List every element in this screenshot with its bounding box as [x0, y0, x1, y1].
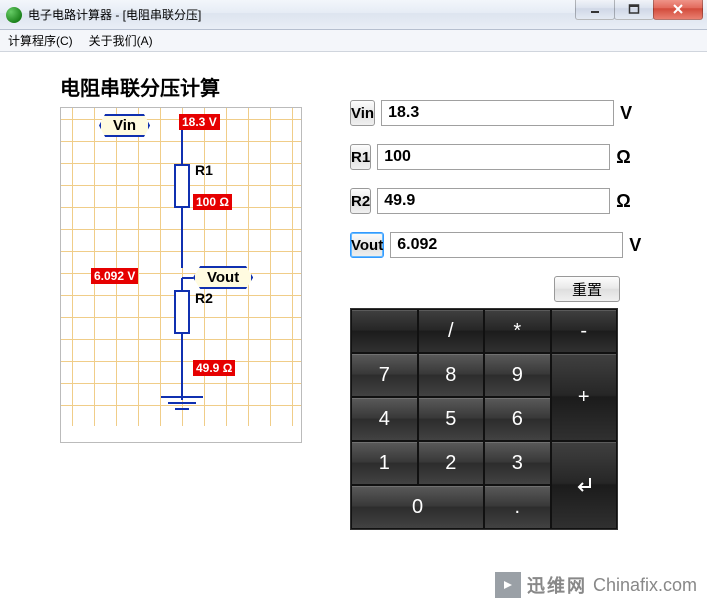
wire	[181, 278, 183, 290]
vin-unit: V	[620, 103, 632, 124]
resistor-r2	[174, 290, 190, 334]
key-divide[interactable]: /	[418, 309, 485, 353]
vout-unit: V	[629, 235, 641, 256]
menu-calc[interactable]: 计算程序(C)	[4, 30, 77, 51]
wire	[181, 346, 183, 400]
page-title: 电阻串联分压计算	[60, 72, 320, 101]
key-6[interactable]: 6	[484, 397, 551, 441]
app-icon	[6, 7, 22, 23]
key-subtract[interactable]: -	[551, 309, 618, 353]
maximize-button[interactable]	[614, 0, 654, 20]
wire	[181, 208, 183, 268]
r1-button[interactable]: R1	[350, 144, 371, 170]
vout-value-badge: 6.092 V	[91, 268, 138, 284]
reset-row: 重置	[350, 276, 620, 302]
key-1[interactable]: 1	[351, 441, 418, 485]
key-9[interactable]: 9	[484, 353, 551, 397]
vin-value-badge: 18.3 V	[179, 114, 220, 130]
minimize-button[interactable]	[575, 0, 615, 20]
r2-value-badge: 49.9 Ω	[193, 360, 235, 376]
key-enter[interactable]	[551, 441, 618, 529]
r2-unit: Ω	[616, 191, 630, 212]
keypad: / * - 7 8 9 + 4 5 6 1 2 3 0 .	[350, 308, 618, 530]
r1-label: R1	[195, 162, 213, 178]
circuit-diagram: Vin Vout 18.3 V 100 Ω 6.092 V 49.9 Ω R1 …	[60, 107, 302, 443]
key-8[interactable]: 8	[418, 353, 485, 397]
field-row-r1: R1 Ω	[350, 144, 620, 170]
key-multiply[interactable]: *	[484, 309, 551, 353]
vin-input[interactable]	[381, 100, 614, 126]
r2-button[interactable]: R2	[350, 188, 371, 214]
key-dot[interactable]: .	[484, 485, 551, 529]
key-add[interactable]: +	[551, 353, 618, 441]
key-5[interactable]: 5	[418, 397, 485, 441]
key-blank[interactable]	[351, 309, 418, 353]
window-controls	[576, 0, 703, 20]
resistor-r1	[174, 164, 190, 208]
ground-symbol	[161, 396, 203, 416]
r1-unit: Ω	[616, 147, 630, 168]
menu-about[interactable]: 关于我们(A)	[85, 30, 157, 51]
field-row-vout: Vout V	[350, 232, 620, 258]
vout-input[interactable]	[390, 232, 623, 258]
r2-input[interactable]	[377, 188, 610, 214]
key-4[interactable]: 4	[351, 397, 418, 441]
vout-button[interactable]: Vout	[350, 232, 384, 258]
watermark-icon	[495, 572, 521, 598]
vout-node-label: Vout	[193, 266, 253, 289]
watermark-cn: 迅维网	[527, 572, 587, 598]
reset-button[interactable]: 重置	[554, 276, 620, 302]
field-row-r2: R2 Ω	[350, 188, 620, 214]
key-0[interactable]: 0	[351, 485, 484, 529]
close-button[interactable]	[653, 0, 703, 20]
r1-value-badge: 100 Ω	[193, 194, 232, 210]
watermark-en: Chinafix.com	[593, 575, 697, 596]
key-2[interactable]: 2	[418, 441, 485, 485]
left-column: 电阻串联分压计算 Vin Vout 18.3 V 10	[60, 72, 320, 443]
right-column: Vin V R1 Ω R2 Ω Vout V 重置 / * - 7	[350, 72, 620, 530]
key-3[interactable]: 3	[484, 441, 551, 485]
wire	[181, 128, 183, 164]
r1-input[interactable]	[377, 144, 610, 170]
vin-node-label: Vin	[99, 114, 150, 137]
menubar: 计算程序(C) 关于我们(A)	[0, 30, 707, 52]
content-area: 电阻串联分压计算 Vin Vout 18.3 V 10	[0, 52, 707, 540]
key-7[interactable]: 7	[351, 353, 418, 397]
watermark: 迅维网 Chinafix.com	[495, 572, 697, 598]
field-row-vin: Vin V	[350, 100, 620, 126]
titlebar: 电子电路计算器 - [电阻串联分压]	[0, 0, 707, 30]
window-title: 电子电路计算器 - [电阻串联分压]	[28, 6, 201, 23]
r2-label: R2	[195, 290, 213, 306]
vin-button[interactable]: Vin	[350, 100, 375, 126]
